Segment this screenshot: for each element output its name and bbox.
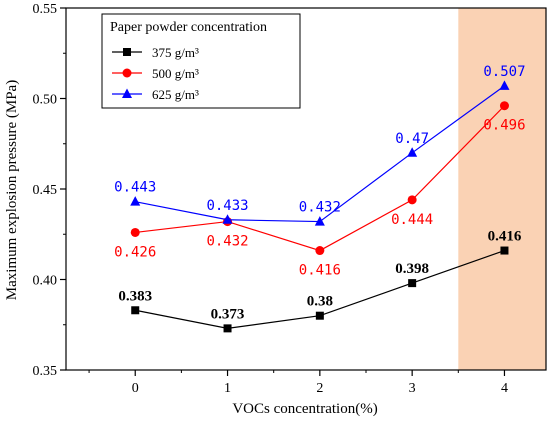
- y-axis-title: Maximum explosion pressure (MPa): [4, 80, 20, 300]
- data-label: 0.47: [395, 131, 429, 147]
- legend-marker: [123, 48, 131, 56]
- y-tick-label: 0.40: [33, 274, 58, 289]
- data-label: 0.507: [483, 64, 525, 80]
- data-point: [222, 214, 233, 224]
- data-label: 0.416: [488, 229, 522, 245]
- data-label: 0.432: [299, 200, 341, 216]
- y-tick-label: 0.35: [33, 364, 58, 379]
- data-label: 0.383: [118, 288, 152, 304]
- y-tick-label: 0.55: [33, 2, 58, 17]
- data-label: 0.496: [483, 118, 525, 134]
- data-point: [314, 216, 325, 226]
- data-label: 0.443: [114, 180, 156, 196]
- data-label: 0.426: [114, 244, 156, 260]
- legend-label: 625 g/m³: [152, 87, 199, 102]
- x-tick-label: 0: [132, 381, 139, 396]
- data-point: [130, 227, 140, 237]
- legend-label: 375 g/m³: [152, 45, 199, 60]
- data-point: [130, 196, 141, 206]
- data-point: [407, 147, 418, 157]
- data-label: 0.416: [299, 263, 341, 279]
- y-tick-label: 0.45: [33, 183, 58, 198]
- x-axis-title: VOCs concentration(%): [232, 401, 377, 417]
- highlight-region-layer: [458, 8, 546, 370]
- legend-marker: [122, 88, 132, 98]
- data-point: [407, 195, 417, 205]
- data-label: 0.373: [211, 306, 245, 322]
- data-label: 0.432: [206, 234, 248, 250]
- x-tick-label: 1: [224, 381, 231, 396]
- legend-marker: [122, 68, 132, 78]
- data-point: [499, 80, 510, 90]
- data-point: [408, 279, 417, 288]
- data-label-layer: 0.383 0.373 0.38 0.398 0.416 0.426 0.432 0.416 0…: [114, 64, 525, 323]
- series-layer: [130, 80, 510, 333]
- x-tick-label: 3: [409, 381, 416, 396]
- axes-layer: 0.35 0.40 0.45 0.50 0.55 0 1 2 3 4: [33, 2, 547, 396]
- legend-label: 500 g/m³: [152, 66, 199, 81]
- series-line: [135, 105, 505, 252]
- x-tick-label: 2: [316, 381, 323, 396]
- data-point: [315, 246, 325, 256]
- data-point: [315, 311, 324, 320]
- data-label: 0.433: [206, 198, 248, 214]
- data-point: [500, 246, 509, 255]
- x-tick-label: 4: [501, 381, 508, 396]
- legend-title: Paper powder concentration: [110, 20, 267, 35]
- y-tick-label: 0.50: [33, 93, 58, 108]
- data-label: 0.444: [391, 212, 433, 228]
- highlight-region: [458, 8, 546, 370]
- data-label: 0.398: [395, 261, 429, 277]
- data-point: [499, 101, 509, 111]
- legend: Paper powder concentration 375 g/m³ 500 g/…: [101, 13, 301, 109]
- data-point: [131, 306, 140, 315]
- data-point: [223, 324, 232, 333]
- data-label: 0.38: [307, 294, 333, 310]
- legend-box: [101, 13, 301, 109]
